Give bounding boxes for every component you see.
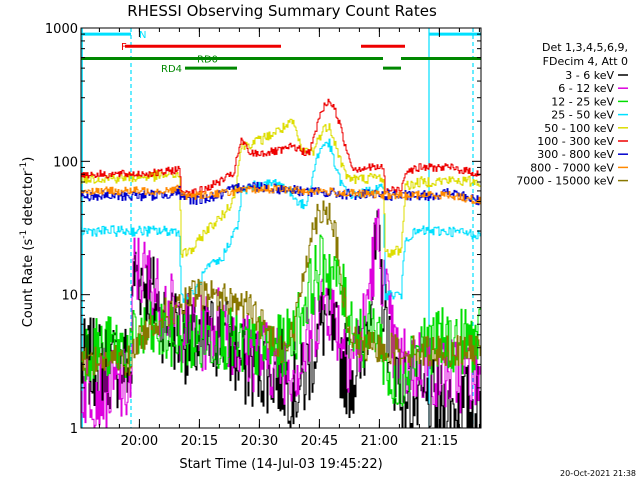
- x-tick-label: 21:15: [421, 434, 458, 449]
- flag-rd4-label: RD4: [161, 64, 182, 75]
- x-tick-label: 20:30: [241, 434, 278, 449]
- flag-f-label: F: [121, 42, 127, 53]
- series-line-1: [81, 208, 481, 428]
- flag-n-label: N: [139, 30, 146, 41]
- plot-area: N F RD0 RD4 1 10 100 1000 20:00 20:15 20:30 20:45 21…: [45, 22, 482, 449]
- legend-entry-4: 50 - 100 keV: [544, 122, 614, 135]
- legend-entry-7: 800 - 7000 keV: [530, 161, 614, 174]
- footer-timestamp: 20-Oct-2021 21:38: [560, 469, 636, 478]
- legend-entry-5: 100 - 300 keV: [537, 135, 614, 148]
- x-tick-label: 20:45: [301, 434, 338, 449]
- legend-entry-6: 300 - 800 keV: [537, 148, 614, 161]
- series-line-7: [81, 184, 481, 205]
- y-axis-label-end: ): [21, 157, 36, 162]
- legend-entry-0: 3 - 6 keV: [565, 69, 614, 82]
- y-tick-label: 10: [61, 289, 78, 304]
- y-axis-label-sup2: -1: [19, 162, 29, 171]
- legend-entry-8: 7000 - 15000 keV: [516, 175, 614, 188]
- series-line-8: [81, 200, 481, 376]
- y-axis-label: Count Rate (s-1 detector-1): [19, 157, 36, 328]
- y-tick-label: 100: [53, 155, 78, 170]
- x-tick-label: 21:00: [361, 434, 398, 449]
- plot-frame: [80, 27, 482, 429]
- chart-title: RHESSI Observing Summary Count Rates: [127, 2, 437, 20]
- y-axis-label-sup: -1: [19, 230, 29, 239]
- x-tick-label: 20:15: [181, 434, 218, 449]
- flag-rd0-label: RD0: [197, 55, 218, 66]
- series-line-5: [81, 98, 481, 198]
- x-tick-label: 20:00: [121, 434, 158, 449]
- legend-entry-2: 12 - 25 keV: [551, 95, 614, 108]
- y-axis-label-main: Count Rate (s: [21, 239, 36, 328]
- y-tick-label: 1: [70, 422, 78, 437]
- legend-entry-3: 25 - 50 keV: [551, 109, 614, 122]
- legend-header-1: FDecim 4, Att 0: [543, 55, 628, 68]
- legend-header-0: Det 1,3,4,5,6,9,: [542, 41, 628, 54]
- x-axis-label: Start Time (14-Jul-03 19:45:22): [179, 457, 382, 472]
- series-line-6: [81, 181, 481, 206]
- y-tick-label: 1000: [45, 22, 78, 37]
- y-axis-label-mid: detector: [21, 170, 36, 230]
- legend: Det 1,3,4,5,6,9,FDecim 4, Att 03 - 6 keV…: [516, 41, 628, 188]
- legend-entry-1: 6 - 12 keV: [558, 82, 614, 95]
- series-group: [81, 98, 481, 428]
